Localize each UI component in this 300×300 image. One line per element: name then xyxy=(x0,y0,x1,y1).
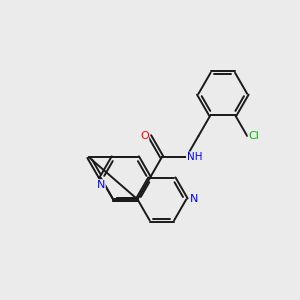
Text: Cl: Cl xyxy=(248,131,259,141)
Text: NH: NH xyxy=(187,152,202,162)
Text: N: N xyxy=(190,194,198,204)
Text: O: O xyxy=(140,131,149,141)
Text: N: N xyxy=(97,180,105,190)
